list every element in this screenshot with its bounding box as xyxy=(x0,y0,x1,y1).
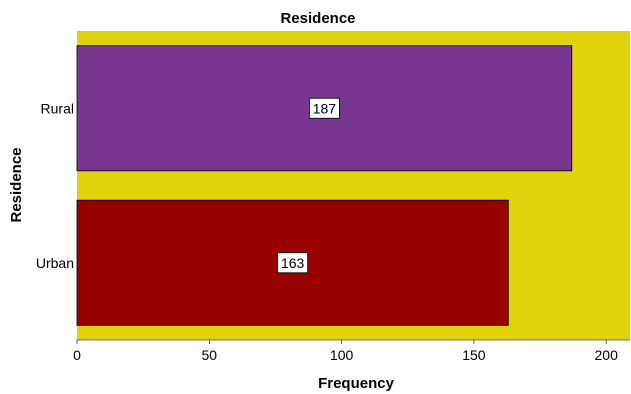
x-tick-label: 200 xyxy=(595,347,619,363)
data-label-box-urban xyxy=(277,252,309,274)
category-label-rural: Rural xyxy=(41,100,74,116)
x-tick-label: 50 xyxy=(202,347,218,363)
x-tick-label: 150 xyxy=(462,347,486,363)
category-label-urban: Urban xyxy=(36,255,74,271)
y-axis-title: Residence xyxy=(8,147,25,222)
category-labels: Rural Urban xyxy=(36,100,74,271)
x-axis-ticks: 0 50 100 150 200 xyxy=(73,339,630,363)
bars-group: 187 163 xyxy=(76,45,573,326)
x-tick-label: 100 xyxy=(330,347,354,363)
x-tick-label: 0 xyxy=(73,347,81,363)
data-label-urban: 163 xyxy=(281,255,305,271)
data-label-box-rural xyxy=(308,97,340,119)
data-label-rural: 187 xyxy=(313,100,337,116)
x-axis-title: Frequency xyxy=(318,375,395,392)
chart-title: Residence xyxy=(280,10,355,27)
